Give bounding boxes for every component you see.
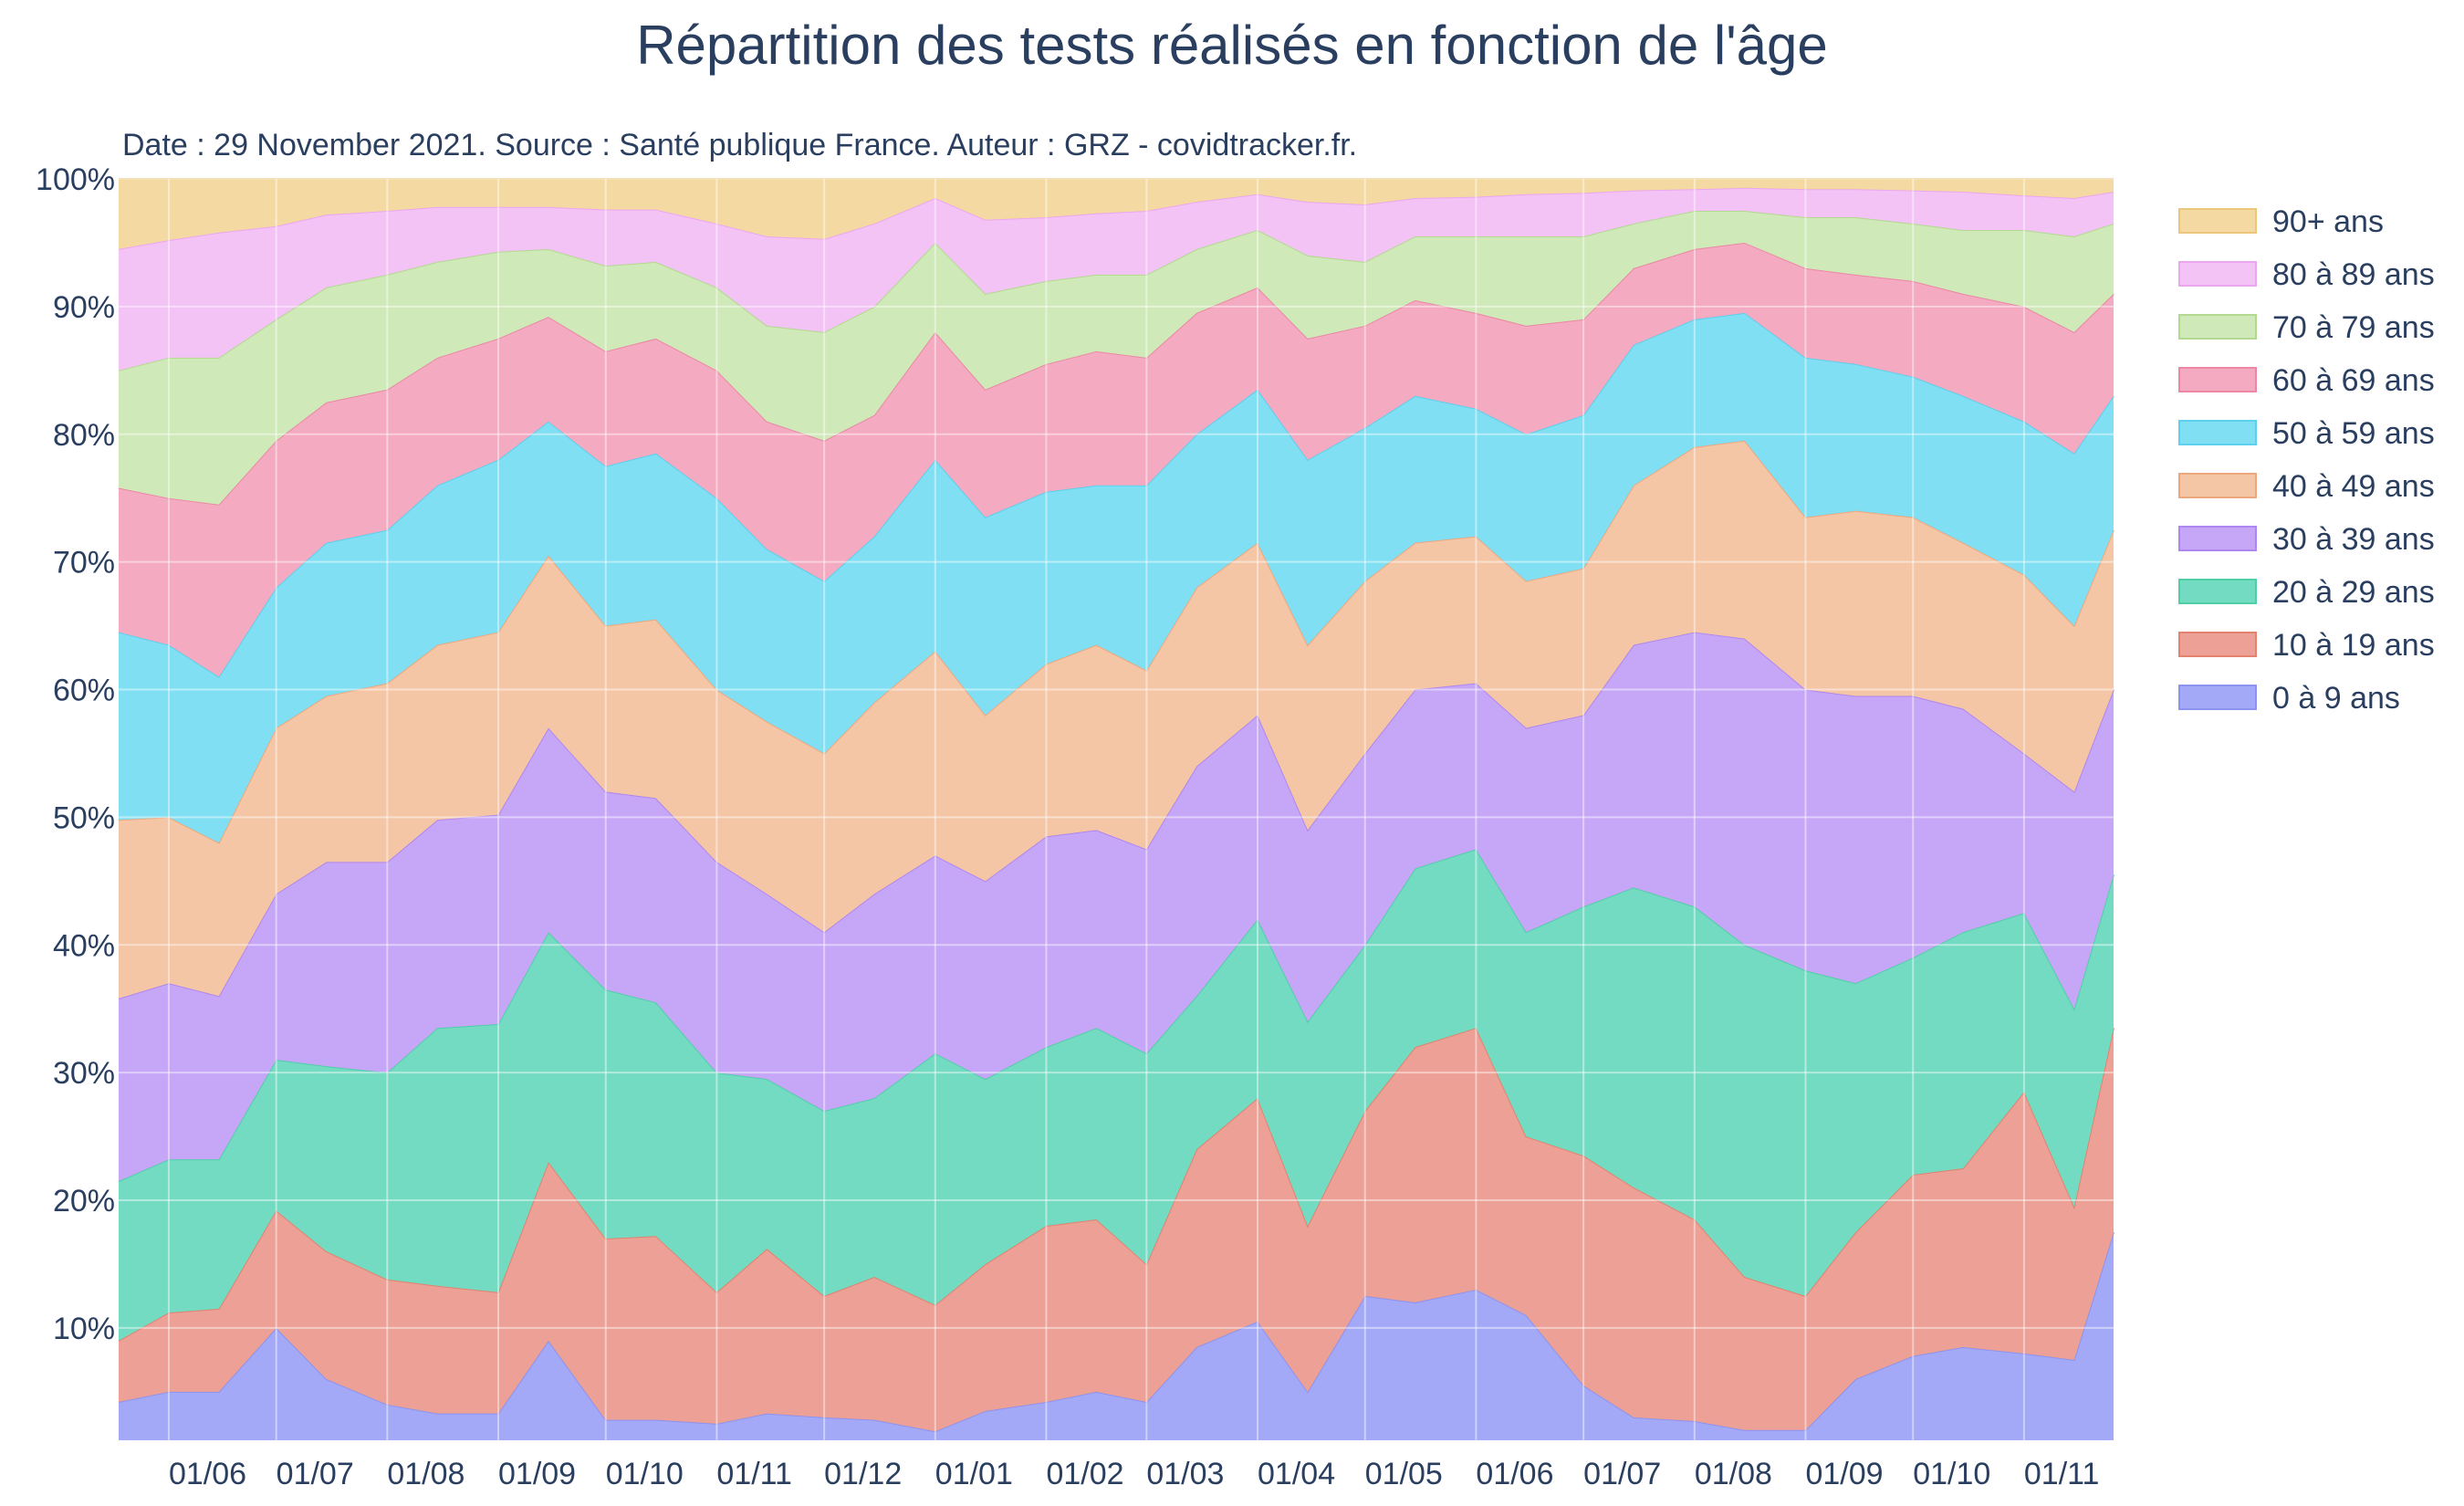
area-70-79-ans (119, 210, 2114, 505)
legend-item[interactable]: 40 à 49 ans (2178, 469, 2435, 504)
legend-label: 50 à 59 ans (2272, 416, 2435, 451)
x-tick-label: 01/08 (1695, 1457, 1772, 1491)
x-tick-label: 01/03 (1146, 1457, 1224, 1491)
x-tick-label: 01/07 (277, 1457, 354, 1491)
legend-label: 40 à 49 ans (2272, 469, 2435, 504)
x-tick-label: 01/09 (1805, 1457, 1883, 1491)
area-90-ans (119, 179, 2114, 249)
legend-label: 80 à 89 ans (2272, 257, 2435, 292)
y-tick-label: 40% (53, 928, 115, 963)
area-line-1 (118, 1026, 2114, 1342)
chart-title: Répartition des tests réalisés en foncti… (636, 15, 1828, 76)
x-tick-label: 01/06 (169, 1457, 246, 1491)
legend-swatch (2178, 208, 2257, 234)
legend-swatch (2178, 632, 2257, 657)
x-axis: 01/06 01/07 01/08 01/09 01/10 01/11 01/12 01/01… (169, 1457, 2100, 1491)
y-tick-label: 100% (36, 162, 115, 197)
gridlines (119, 178, 2114, 1440)
legend-label: 30 à 39 ans (2272, 522, 2435, 557)
y-tick-label: 70% (53, 546, 115, 580)
legend-item[interactable]: 10 à 19 ans (2178, 628, 2435, 663)
x-tick-label: 01/10 (1913, 1457, 1990, 1491)
legend-label: 10 à 19 ans (2272, 628, 2435, 663)
x-tick-label: 01/12 (824, 1457, 902, 1491)
y-tick-label: 10% (53, 1312, 115, 1346)
x-tick-label: 01/11 (2024, 1457, 2100, 1491)
legend-swatch (2178, 261, 2257, 287)
legend-item[interactable]: 90+ ans (2178, 204, 2384, 239)
area-line-4 (118, 439, 2114, 844)
y-tick-label: 90% (53, 290, 115, 325)
legend-label: 0 à 9 ans (2272, 681, 2400, 716)
y-tick-label: 80% (53, 418, 115, 453)
area-30-39-ans (119, 632, 2114, 1182)
area-0-9-ans (119, 1231, 2114, 1440)
legend-item[interactable]: 60 à 69 ans (2178, 363, 2435, 398)
y-tick-label: 20% (53, 1184, 115, 1218)
legend-label: 70 à 79 ans (2272, 310, 2435, 345)
y-tick-label: 50% (53, 800, 115, 835)
legend-label: 90+ ans (2272, 204, 2384, 239)
x-tick-label: 01/07 (1583, 1457, 1661, 1491)
legend-swatch (2178, 367, 2257, 392)
area-40-49-ans (119, 440, 2114, 999)
legend-item[interactable]: 0 à 9 ans (2178, 681, 2400, 716)
area-50-59-ans (119, 312, 2114, 843)
area-line-0 (118, 1231, 2114, 1433)
legend-swatch (2178, 473, 2257, 498)
x-tick-label: 01/09 (498, 1457, 576, 1491)
area-80-89-ans (119, 187, 2114, 371)
area-60-69-ans (119, 242, 2114, 677)
x-tick-label: 01/11 (716, 1457, 792, 1491)
legend[interactable]: 90+ ans 80 à 89 ans 70 à 79 ans 60 à 69 ans… (2178, 204, 2435, 716)
y-axis: 10% 20% 30% 40% 50% 60% 70% 80% 90% 100% (36, 162, 115, 1346)
legend-label: 60 à 69 ans (2272, 363, 2435, 398)
legend-swatch (2178, 314, 2257, 340)
legend-swatch (2178, 420, 2257, 445)
legend-swatch (2178, 526, 2257, 551)
legend-item[interactable]: 50 à 59 ans (2178, 416, 2435, 451)
area-20-29-ans (119, 849, 2114, 1341)
legend-item[interactable]: 70 à 79 ans (2178, 310, 2435, 345)
x-tick-label: 01/04 (1258, 1457, 1335, 1491)
x-tick-label: 01/06 (1476, 1457, 1553, 1491)
area-10-19-ans (119, 1028, 2114, 1432)
y-tick-label: 60% (53, 674, 115, 708)
legend-item[interactable]: 80 à 89 ans (2178, 257, 2435, 292)
legend-swatch (2178, 685, 2257, 710)
legend-label: 20 à 29 ans (2272, 575, 2435, 610)
x-tick-label: 01/05 (1365, 1457, 1443, 1491)
legend-item[interactable]: 30 à 39 ans (2178, 522, 2435, 557)
x-tick-label: 01/10 (606, 1457, 684, 1491)
y-tick-label: 30% (53, 1056, 115, 1091)
legend-item[interactable]: 20 à 29 ans (2178, 575, 2435, 610)
x-tick-label: 01/01 (935, 1457, 1013, 1491)
area-layers (118, 178, 2114, 1440)
legend-swatch (2178, 579, 2257, 604)
chart-subtitle: Date : 29 November 2021. Source : Santé … (122, 128, 1357, 162)
x-tick-label: 01/02 (1046, 1457, 1123, 1491)
x-tick-label: 01/08 (387, 1457, 465, 1491)
